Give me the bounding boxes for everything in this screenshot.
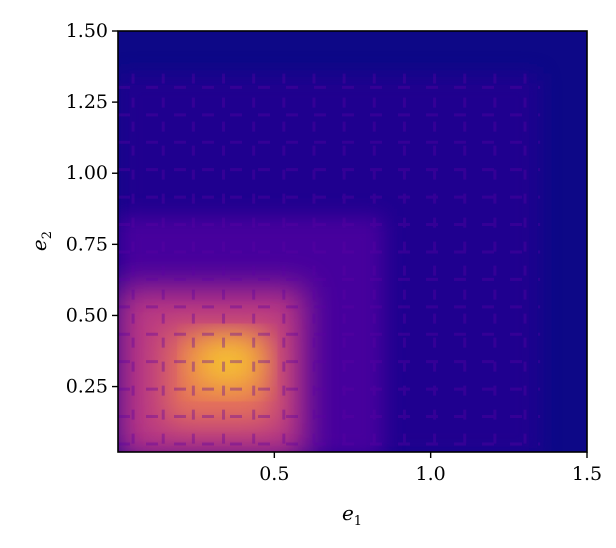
y-tick-label: 1.00 (66, 162, 108, 184)
x-tick-label: 1.0 (416, 463, 446, 485)
y-axis-label-subscript: 2 (40, 231, 55, 239)
y-tick-label: 1.25 (66, 91, 108, 113)
plot-frame (117, 30, 588, 453)
x-tick-label: 1.5 (572, 463, 602, 485)
y-tick-label: 0.25 (66, 376, 108, 398)
y-tick-label: 1.50 (66, 20, 108, 42)
y-axis: 0.25 0.50 0.75 1.00 1.25 1.50 (66, 20, 118, 398)
heatmap-texture (118, 73, 541, 452)
x-axis-label-subscript: 1 (354, 514, 362, 529)
x-tick-label: 0.5 (259, 463, 289, 485)
heatmap-field (118, 73, 541, 452)
x-axis: 0.5 1.0 1.5 (259, 452, 602, 485)
x-axis-label: e1 (342, 501, 362, 529)
y-tick-label: 0.50 (66, 304, 108, 326)
y-axis-label: e2 (27, 231, 55, 251)
plot-area (117, 30, 588, 453)
y-tick-label: 0.75 (66, 233, 108, 255)
heatmap-region-5 (196, 338, 259, 387)
